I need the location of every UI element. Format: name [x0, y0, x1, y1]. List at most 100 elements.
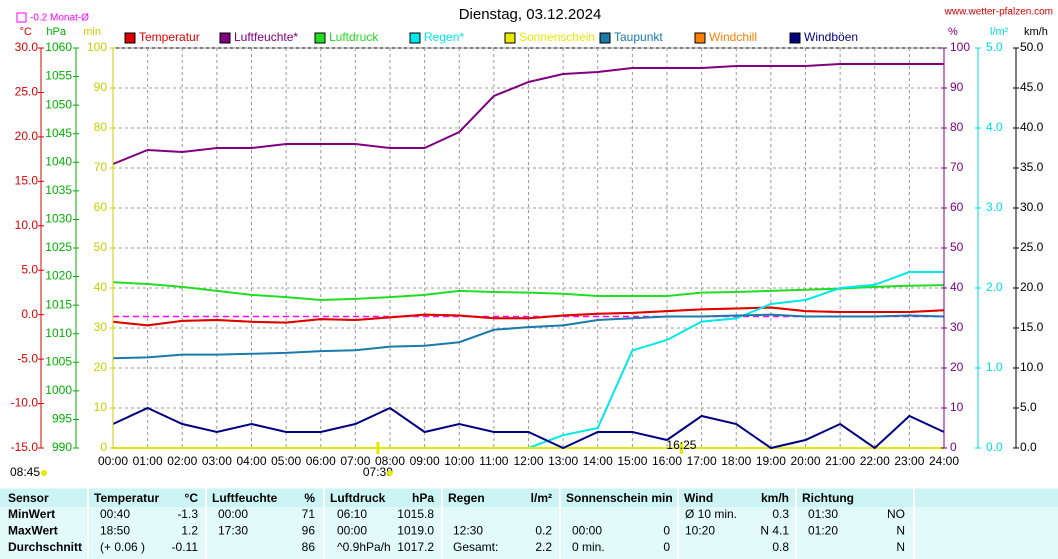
series-line — [112, 313, 945, 360]
y-tick-label: 45.0 — [1020, 80, 1044, 94]
table-cell: 1015.8 — [397, 507, 434, 521]
sun-icon — [41, 470, 47, 476]
table-cell: 12:30 — [453, 524, 483, 538]
y-tick-label: 30 — [94, 320, 108, 334]
y-tick-label: 15.0 — [1020, 320, 1044, 334]
y-tick-label: 1040 — [45, 154, 72, 168]
legend-marker — [409, 32, 421, 44]
sun-icon — [386, 470, 393, 476]
monthly-average-marker — [16, 12, 27, 23]
table-cell: 00:00 — [572, 524, 602, 538]
y-tick-label: 1035 — [45, 183, 72, 197]
y-tick-label: 4.0 — [986, 120, 1003, 134]
y-tick-label: 70 — [950, 160, 964, 174]
series-line — [112, 406, 945, 450]
legend-label: Sonnenschein — [519, 30, 595, 44]
table-cell: 0.2 — [535, 524, 552, 538]
y-tick-label: 1045 — [45, 126, 72, 140]
y-tick-label: 5.0 — [1020, 400, 1037, 414]
chart-title: Dienstag, 03.12.2024 — [459, 6, 602, 23]
y-tick-label: -15.0 — [11, 440, 39, 454]
x-tick-label: 13:00 — [548, 454, 578, 468]
y-tick-label: -10.0 — [11, 396, 39, 410]
x-tick-label: 11:00 — [479, 454, 508, 468]
y-tick-label: 30.0 — [1020, 200, 1044, 214]
y-tick-label: 90 — [950, 80, 964, 94]
table-cell: 10:20 — [685, 524, 715, 538]
y-tick-label: 60 — [94, 200, 108, 214]
table-cell: 1019.0 — [397, 524, 434, 538]
table-cell: 0.3 — [772, 507, 789, 521]
y-tick-label: 40 — [94, 280, 108, 294]
table-cell: 00:00 — [337, 524, 367, 538]
x-tick-label: 18:00 — [721, 454, 751, 468]
axis-unit: l/m² — [990, 26, 1009, 38]
legend-marker — [504, 32, 516, 44]
table-header-bg — [0, 489, 1058, 507]
table-cell: NO — [887, 507, 905, 521]
table-cell: -1.3 — [177, 507, 198, 521]
table-cell: 0.8 — [772, 540, 789, 554]
y-tick-label: 20.0 — [15, 129, 39, 143]
y-tick-label: 0.0 — [1020, 440, 1037, 454]
legend-label: Regen* — [424, 30, 464, 44]
y-tick-label: 0.0 — [986, 440, 1003, 454]
legend-marker — [789, 32, 801, 44]
y-tick-label: 40.0 — [1020, 120, 1044, 134]
table-cell: 01:30 — [808, 507, 838, 521]
table-cell: 96 — [302, 524, 316, 538]
y-tick-label: 50.0 — [1020, 40, 1044, 54]
y-tick-label: 1050 — [45, 97, 72, 111]
y-tick-label: 3.0 — [986, 200, 1003, 214]
y-tick-label: 995 — [52, 412, 72, 426]
y-tick-label: 20.0 — [1020, 280, 1044, 294]
table-cell: 17:30 — [218, 524, 248, 538]
table-cell: 1.2 — [181, 524, 198, 538]
table-cell: 0 — [663, 540, 670, 554]
y-tick-label: 5.0 — [986, 40, 1003, 54]
y-tick-label: 20 — [94, 360, 108, 374]
row-label: MinWert — [8, 507, 55, 521]
table-header: Temperatur — [94, 491, 159, 505]
plot-lines — [112, 63, 945, 450]
y-tick-label: 30 — [950, 320, 964, 334]
y-tick-label: 1055 — [45, 69, 72, 83]
y-tick-label: 90 — [94, 80, 108, 94]
table-cell: 71 — [302, 507, 316, 521]
y-tick-label: 70 — [94, 160, 108, 174]
y-tick-label: 0.0 — [21, 307, 38, 321]
y-tick-label: 0 — [100, 440, 107, 454]
source-link: www.wetter-pfalzen.com — [944, 7, 1053, 18]
y-tick-label: 0 — [950, 440, 957, 454]
x-tick-label: 19:00 — [756, 454, 786, 468]
table-cell: 00:40 — [100, 507, 130, 521]
table-header: % — [304, 491, 315, 505]
legend-label: Windchill — [709, 30, 757, 44]
x-tick-label: 16:00 — [652, 454, 682, 468]
table-cell: Gesamt: — [453, 540, 498, 554]
x-tick-label: 08:00 — [375, 454, 405, 468]
y-tick-label: 1.0 — [986, 360, 1003, 374]
x-tick-label: 15:00 — [617, 454, 647, 468]
y-tick-label: 40 — [950, 280, 964, 294]
x-tick-label: 09:00 — [410, 454, 440, 468]
x-tick-label: 14:00 — [583, 454, 613, 468]
axis-unit: hPa — [46, 26, 66, 38]
y-tick-label: 990 — [52, 440, 72, 454]
time-label: 08:45 — [10, 465, 40, 479]
y-tick-label: 5.0 — [21, 262, 38, 276]
table-cell: N — [896, 524, 905, 538]
y-tick-label: 1015 — [45, 297, 72, 311]
legend-marker — [694, 32, 706, 44]
y-tick-label: 10.0 — [15, 218, 39, 232]
y-tick-label: 1020 — [45, 269, 72, 283]
table-cell: 2.2 — [535, 540, 552, 554]
y-tick-label: 100 — [950, 40, 970, 54]
y-tick-label: 20 — [950, 360, 964, 374]
x-tick-label: 02:00 — [167, 454, 197, 468]
table-cell: (+ 0.06 ) — [100, 540, 145, 554]
x-tick-label: 23:00 — [894, 454, 924, 468]
table-header: Richtung — [802, 491, 854, 505]
legend-label: Temperatur — [139, 30, 200, 44]
